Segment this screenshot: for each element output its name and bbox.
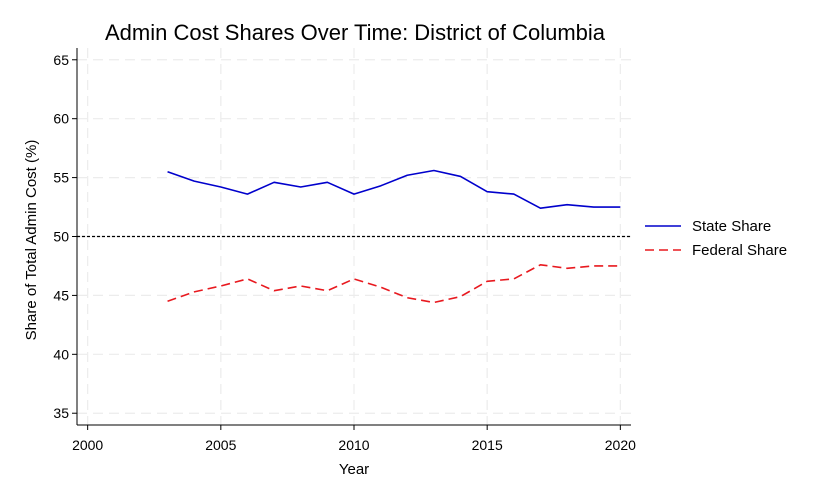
legend: State Share Federal Share xyxy=(645,218,787,259)
legend-label: State Share xyxy=(692,218,771,235)
x-tick-label: 2010 xyxy=(338,437,369,453)
x-tick-label: 2015 xyxy=(472,437,503,453)
x-axis-label: Year xyxy=(339,461,369,478)
chart-title: Admin Cost Shares Over Time: District of… xyxy=(105,20,606,45)
y-axis-ticks: 35 40 45 50 55 60 65 xyxy=(53,52,77,421)
y-tick-label: 45 xyxy=(53,287,69,303)
y-tick-label: 65 xyxy=(53,52,69,68)
x-tick-label: 2000 xyxy=(72,437,103,453)
y-tick-label: 40 xyxy=(53,346,69,362)
y-tick-label: 35 xyxy=(53,405,69,421)
y-tick-label: 60 xyxy=(53,111,69,127)
series-group xyxy=(167,169,621,304)
x-tick-label: 2005 xyxy=(205,437,236,453)
legend-label: Federal Share xyxy=(692,242,787,259)
y-tick-label: 55 xyxy=(53,170,69,186)
series-line-federal-share xyxy=(167,263,621,304)
x-axis-ticks: 2000 2005 2010 2015 2020 xyxy=(72,425,636,453)
y-axis-label: Share of Total Admin Cost (%) xyxy=(23,140,40,341)
y-tick-label: 50 xyxy=(53,229,69,245)
x-tick-label: 2020 xyxy=(605,437,636,453)
series-line-state-share xyxy=(167,169,621,210)
